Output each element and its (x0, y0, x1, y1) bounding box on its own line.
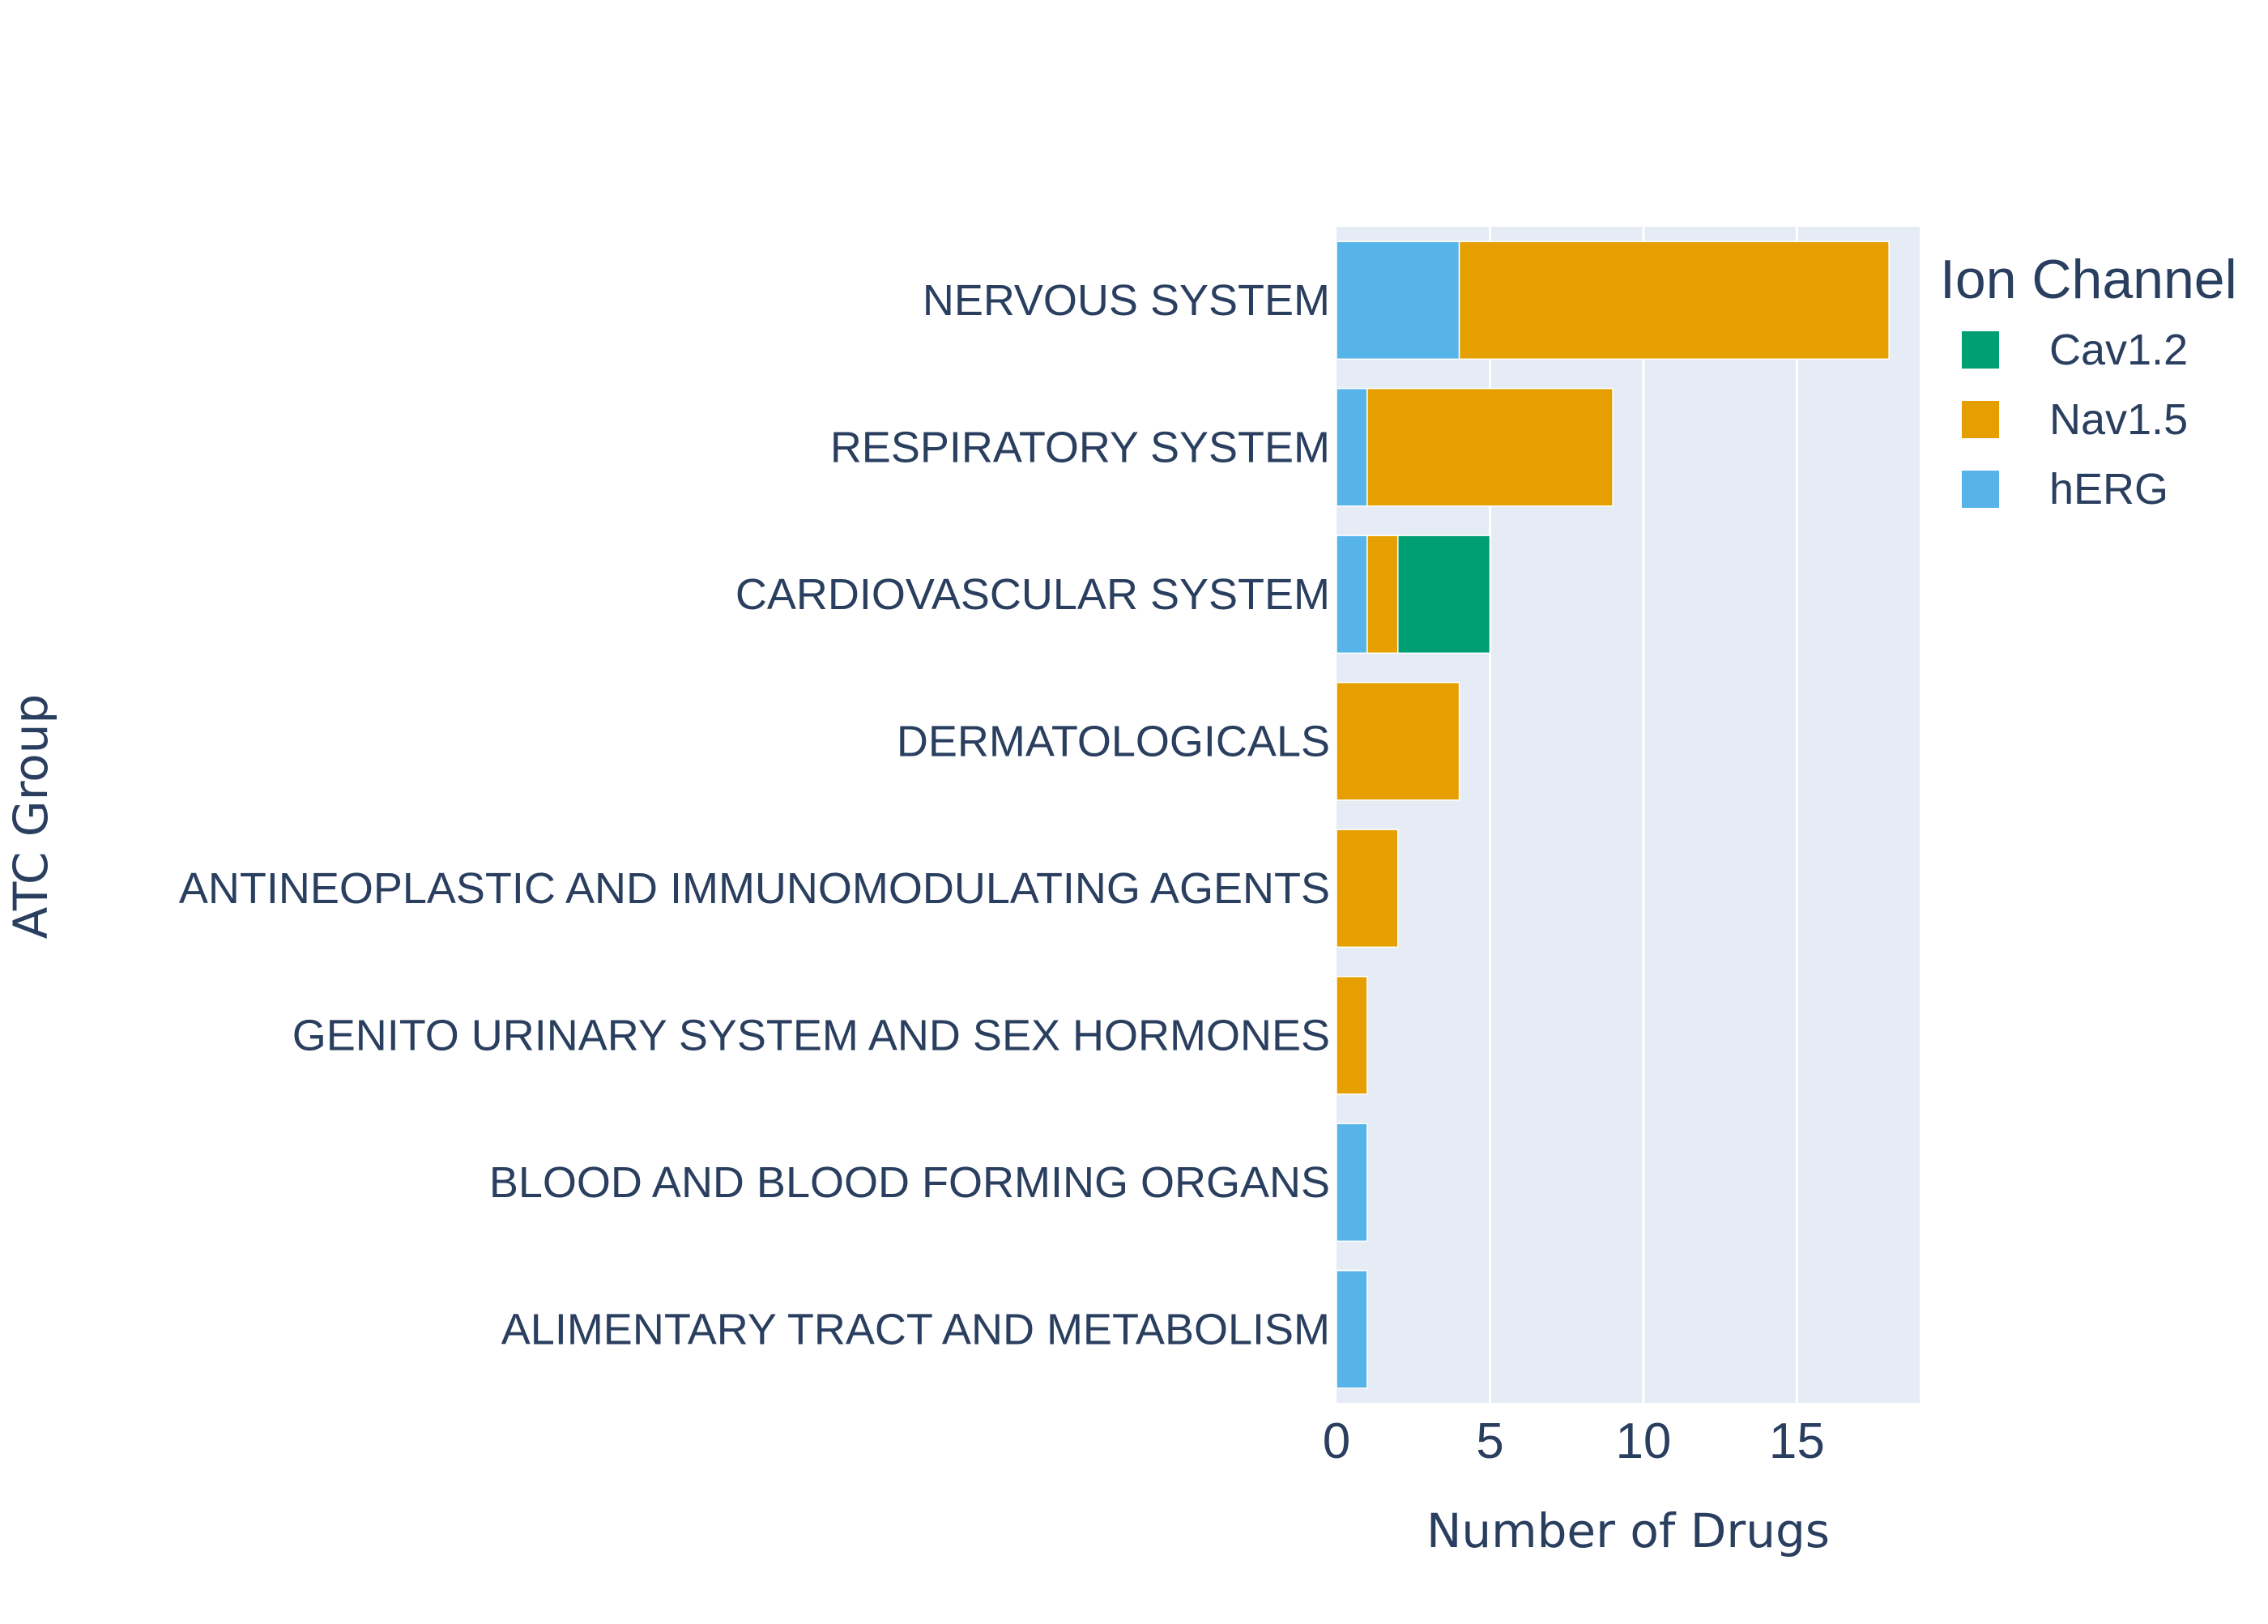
x-tick-label: 0 (1323, 1413, 1350, 1469)
category-label: ALIMENTARY TRACT AND METABOLISM (501, 1305, 1330, 1353)
bar-nav1-5-0 (1458, 241, 1890, 360)
legend-swatch (1962, 331, 1999, 369)
x-tick-label: 15 (1769, 1413, 1825, 1469)
x-tick-label: 10 (1615, 1413, 1671, 1469)
bars (1336, 241, 1890, 1389)
x-tick-label: 5 (1476, 1413, 1503, 1469)
bar-nav1-5-5 (1336, 975, 1368, 1095)
category-label: ANTINEOPLASTIC AND IMMUNOMODULATING AGEN… (179, 864, 1330, 913)
category-label: BLOOD AND BLOOD FORMING ORGANS (489, 1158, 1330, 1207)
category-label: DERMATOLOGICALS (897, 717, 1330, 765)
category-label: NERVOUS SYSTEM (923, 276, 1330, 325)
bar-herg-1 (1336, 387, 1368, 507)
legend-swatch (1962, 401, 1999, 438)
bar-nav1-5-2 (1366, 535, 1399, 654)
bar-herg-2 (1336, 535, 1368, 654)
legend-title: Ion Channel (1940, 249, 2237, 310)
legend-label: Cav1.2 (2049, 326, 2188, 374)
legend-swatch (1962, 471, 1999, 508)
bar-herg-0 (1336, 241, 1460, 360)
bar-nav1-5-1 (1366, 387, 1614, 507)
category-labels: NERVOUS SYSTEM RESPIRATORY SYSTEM CARDIOVA… (179, 276, 1330, 1354)
category-label: CARDIOVASCULAR SYSTEM (735, 570, 1330, 619)
x-axis-title: Number of Drugs (1426, 1503, 1830, 1558)
x-tick-labels: 0 5 10 15 (1323, 1413, 1825, 1469)
bar-cav1-2-2 (1397, 535, 1491, 654)
bar-herg-7 (1336, 1269, 1368, 1389)
legend[interactable]: Ion Channel Cav1.2 Nav1.5 hERG (1940, 249, 2237, 514)
category-label: RESPIRATORY SYSTEM (830, 423, 1330, 471)
legend-label: Nav1.5 (2049, 395, 2188, 444)
bar-herg-6 (1336, 1123, 1368, 1243)
category-label: GENITO URINARY SYSTEM AND SEX HORMONES (292, 1011, 1330, 1059)
bar-nav1-5-3 (1336, 681, 1460, 801)
legend-label: hERG (2049, 465, 2168, 514)
legend-items: Cav1.2 Nav1.5 hERG (1962, 326, 2188, 514)
bar-nav1-5-4 (1336, 829, 1399, 948)
y-axis-title: ATC Group (3, 694, 58, 940)
